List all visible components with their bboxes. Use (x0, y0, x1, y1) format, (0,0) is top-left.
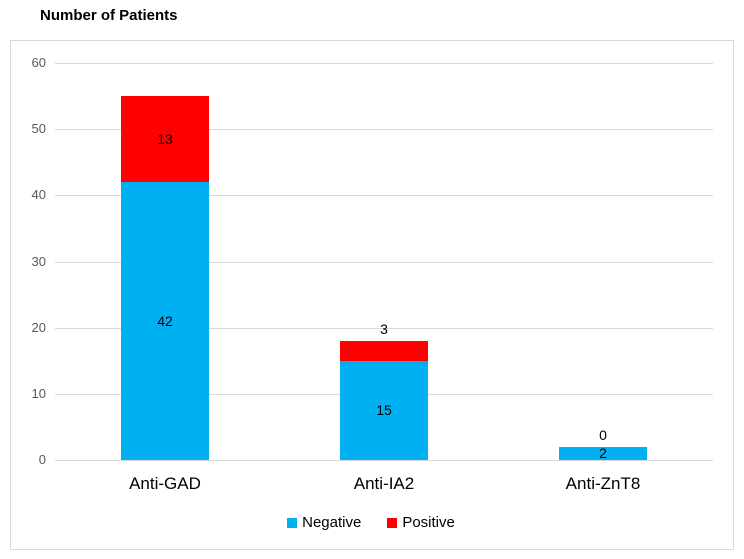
bar-segment-negative-anti-gad (121, 182, 209, 460)
bar-segment-positive-anti-ia2 (340, 341, 428, 361)
chart-legend: Negative Positive (10, 514, 732, 531)
bar-segment-negative-anti-ia2 (340, 361, 428, 460)
y-axis-tick-label: 30 (31, 254, 46, 269)
gridline (55, 195, 713, 196)
legend-label-positive: Positive (402, 514, 455, 531)
gridline (55, 129, 713, 130)
bar-segment-negative-anti-znt8 (559, 447, 647, 460)
y-axis-tick-label: 40 (31, 187, 46, 202)
data-label-negative-anti-ia2: 15 (376, 402, 392, 418)
legend-item-negative: Negative (287, 514, 361, 531)
legend-swatch-positive-icon (387, 517, 398, 528)
data-label-negative-anti-znt8: 2 (599, 445, 607, 461)
legend-item-positive: Positive (387, 514, 455, 531)
y-axis-tick-label: 0 (38, 452, 46, 467)
data-label-positive-anti-ia2: 3 (380, 321, 388, 337)
bar-segment-positive-anti-gad (121, 96, 209, 182)
gridline (55, 262, 713, 263)
data-label-positive-anti-gad: 13 (157, 131, 173, 147)
gridline (55, 328, 713, 329)
gridline (55, 63, 713, 64)
x-axis-category-label-anti-znt8: Anti-ZnT8 (565, 474, 641, 493)
data-label-positive-anti-znt8: 0 (599, 427, 607, 443)
data-label-negative-anti-gad: 42 (157, 313, 173, 329)
x-axis-category-label-anti-ia2: Anti-IA2 (353, 474, 415, 493)
gridline (55, 460, 713, 461)
y-axis-tick-label: 60 (31, 55, 46, 70)
y-axis-tick-label: 50 (31, 121, 46, 136)
y-axis-tick-label: 10 (31, 386, 46, 401)
legend-label-negative: Negative (302, 514, 362, 531)
chart-title: Number of Patients (40, 7, 178, 24)
x-axis-category-label-anti-gad: Anti-GAD (129, 474, 201, 493)
legend-swatch-negative-icon (287, 517, 298, 528)
y-axis-tick-label: 20 (31, 320, 46, 335)
